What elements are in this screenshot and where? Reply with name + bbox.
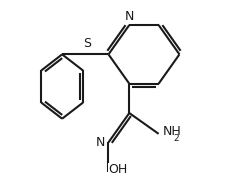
Text: N: N bbox=[96, 136, 106, 149]
Text: OH: OH bbox=[108, 163, 128, 176]
Text: NH: NH bbox=[162, 125, 181, 138]
Text: N: N bbox=[125, 10, 134, 23]
Text: 2: 2 bbox=[174, 134, 179, 143]
Text: S: S bbox=[83, 37, 91, 50]
